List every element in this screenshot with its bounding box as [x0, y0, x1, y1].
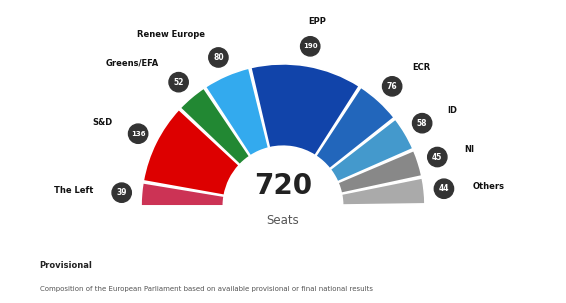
Wedge shape [338, 151, 422, 193]
Circle shape [128, 124, 148, 143]
Text: ID: ID [447, 106, 457, 115]
Text: 44: 44 [439, 184, 449, 193]
Wedge shape [141, 183, 224, 206]
Wedge shape [330, 119, 413, 182]
Circle shape [413, 114, 432, 133]
Wedge shape [205, 68, 269, 156]
Text: 76: 76 [387, 82, 397, 91]
Text: Greens/EFA: Greens/EFA [106, 58, 159, 67]
Circle shape [428, 147, 447, 167]
Text: S&D: S&D [92, 118, 113, 127]
Text: 720: 720 [254, 172, 312, 200]
Circle shape [169, 72, 188, 92]
Text: Others: Others [472, 181, 504, 191]
Wedge shape [143, 109, 239, 195]
Circle shape [383, 77, 402, 96]
Text: NI: NI [465, 145, 474, 154]
Text: EPP: EPP [308, 17, 326, 26]
Text: Renew Europe: Renew Europe [138, 29, 205, 38]
Text: Composition of the European Parliament based on available provisional or final n: Composition of the European Parliament b… [40, 286, 372, 292]
Wedge shape [180, 88, 250, 165]
Text: 52: 52 [173, 78, 184, 87]
Circle shape [434, 179, 453, 198]
Wedge shape [341, 178, 425, 205]
Circle shape [209, 48, 228, 67]
Wedge shape [251, 64, 359, 155]
Text: Provisional: Provisional [40, 261, 92, 270]
Text: The Left: The Left [54, 186, 93, 195]
Text: 39: 39 [117, 188, 127, 197]
Circle shape [112, 183, 131, 202]
Text: 80: 80 [213, 53, 224, 62]
Text: 58: 58 [417, 119, 427, 128]
Text: Seats: Seats [267, 215, 299, 227]
Circle shape [301, 37, 320, 56]
Text: 136: 136 [131, 131, 145, 137]
Text: ECR: ECR [412, 63, 431, 72]
Wedge shape [316, 87, 394, 169]
Text: 190: 190 [303, 43, 318, 49]
Text: 45: 45 [432, 152, 443, 161]
